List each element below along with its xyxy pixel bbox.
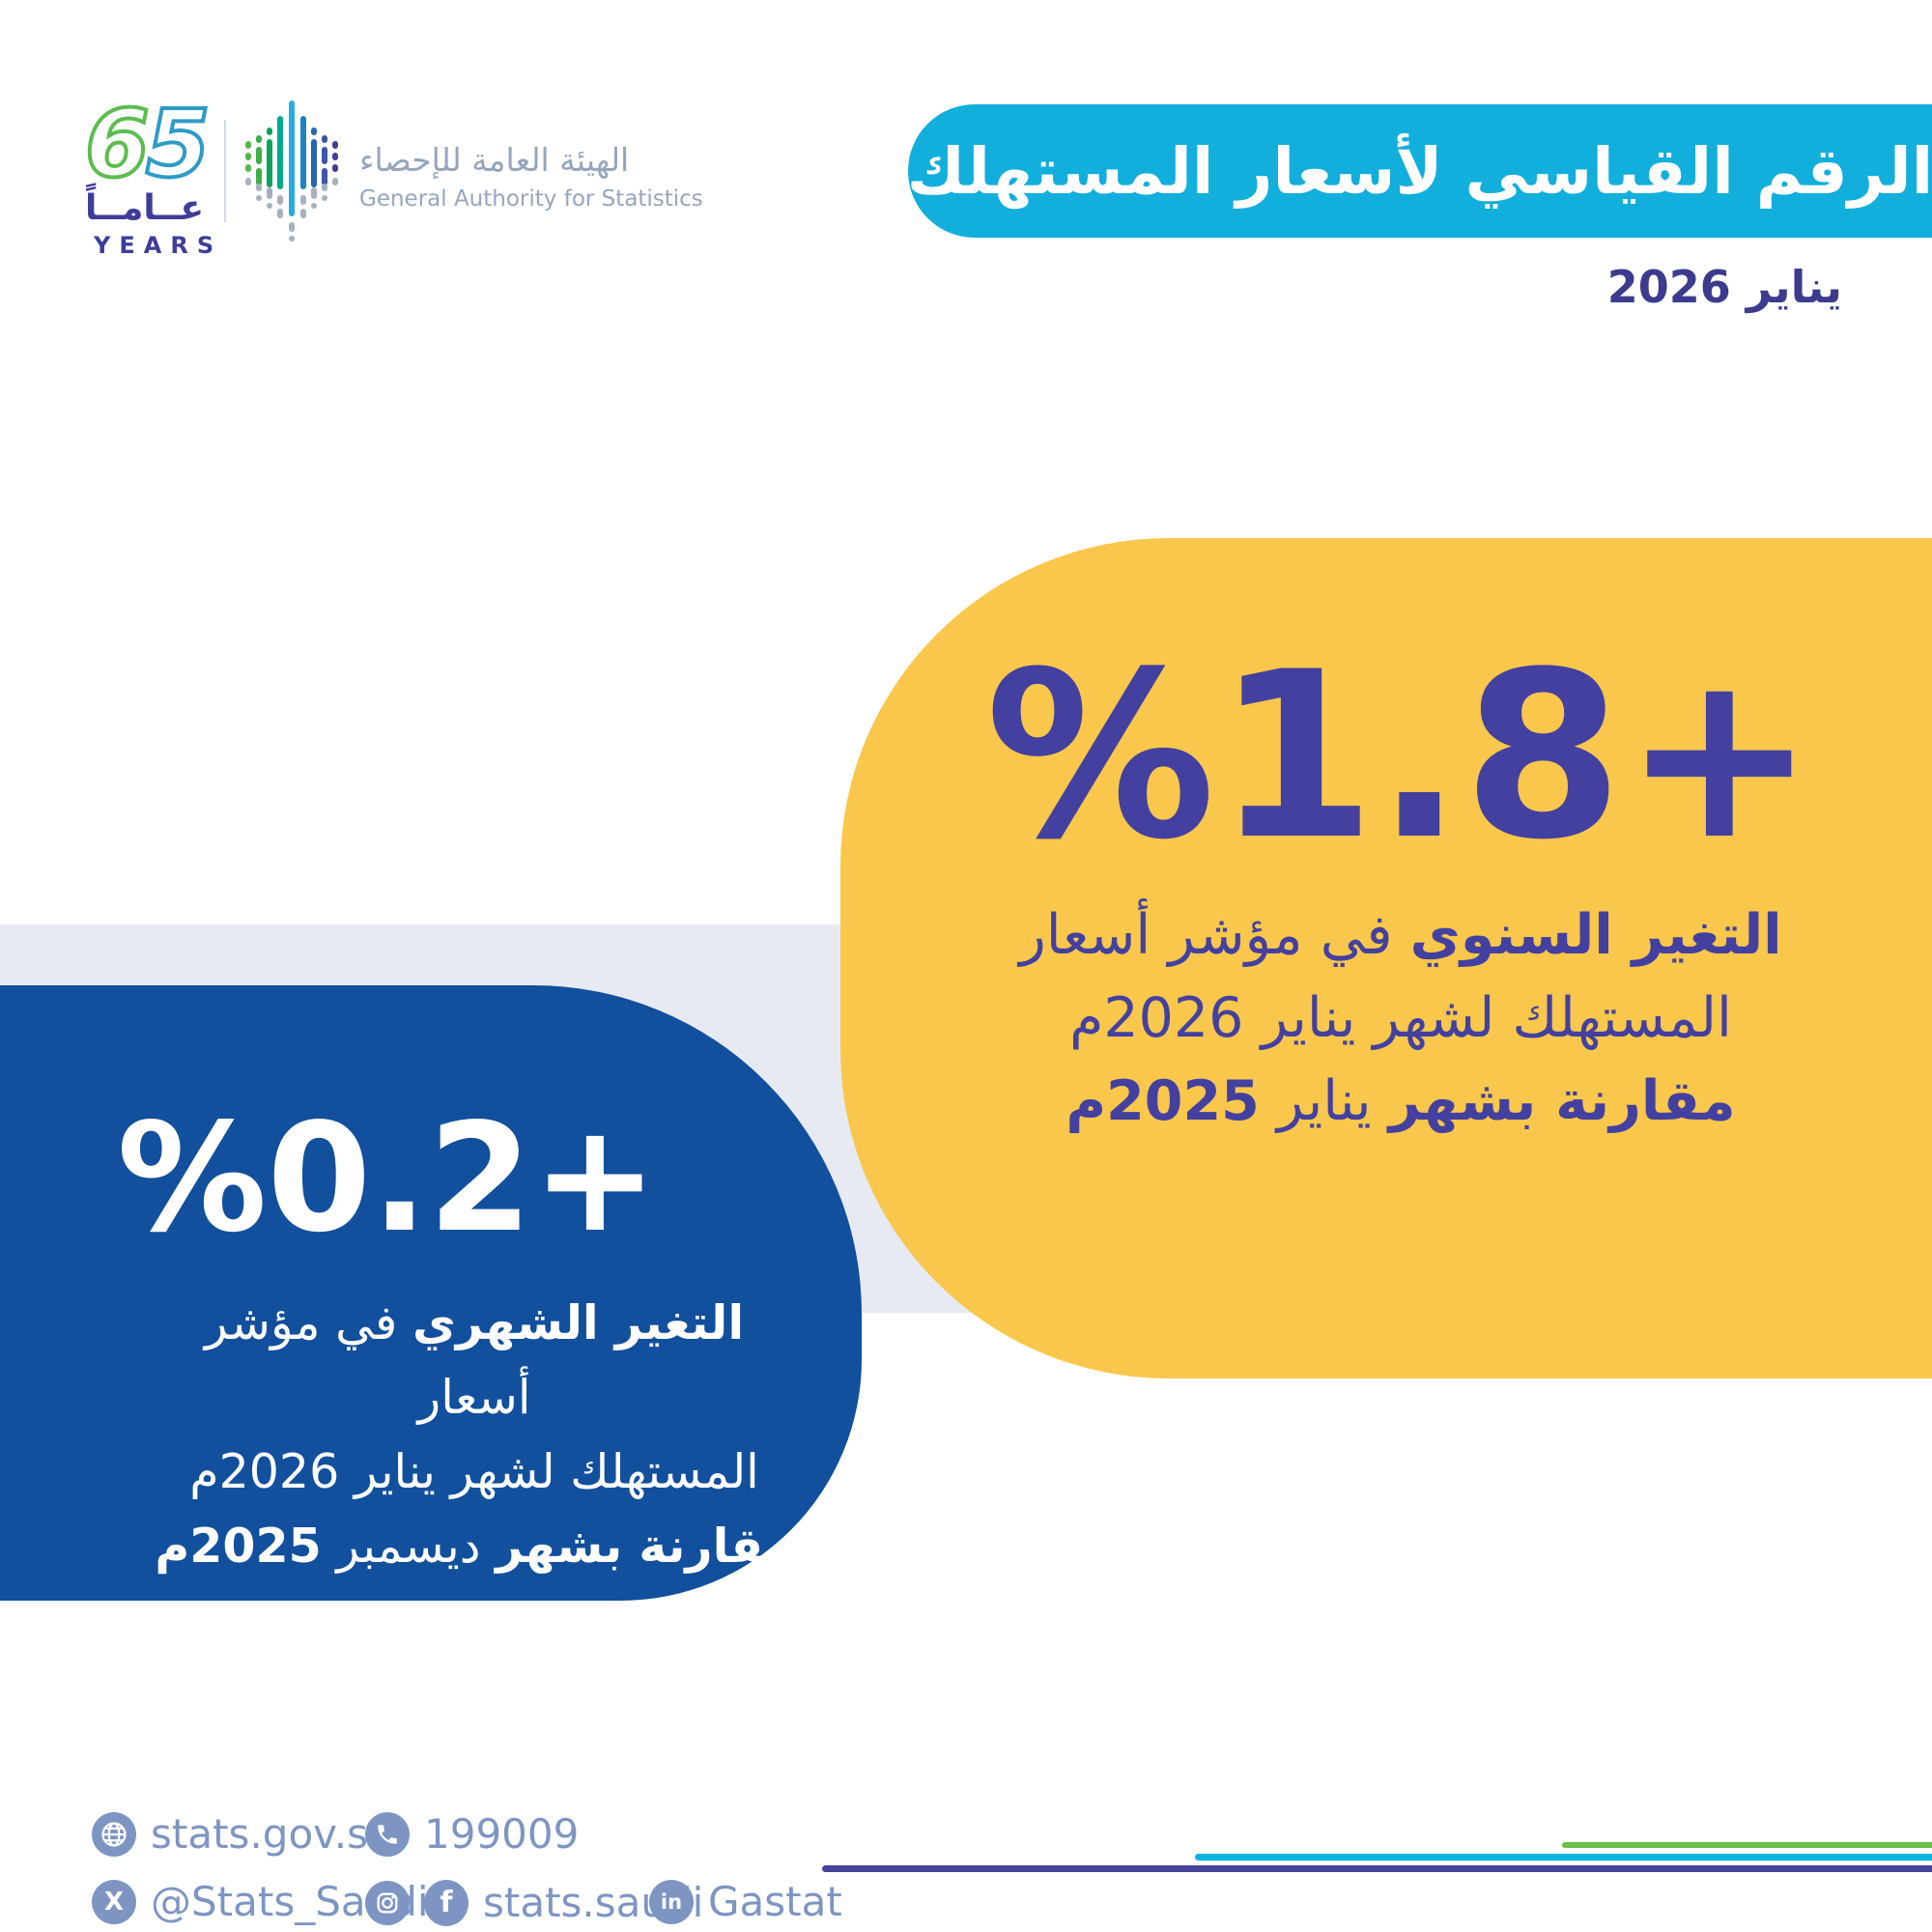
decorative-line-green: [1562, 1842, 1932, 1848]
monthly-change-card: %0.2+ التغير الشهري في مؤشر أسعار المسته…: [0, 985, 862, 1601]
phone-label: 199009: [424, 1810, 580, 1858]
facebook-icon: f: [424, 1880, 469, 1926]
annual-change-value: %1.8+: [985, 623, 1816, 891]
monthly-change-description: التغير الشهري في مؤشر أسعار المستهلك لشه…: [0, 1286, 862, 1583]
anniversary-65-logo: 65 عــامــاً YEARS: [83, 90, 223, 260]
linkedin-link[interactable]: in Gastat: [649, 1880, 842, 1924]
website-label: stats.gov.sa: [151, 1810, 393, 1858]
monthly-change-value: %0.2+: [117, 1091, 658, 1265]
report-date: يناير 2026: [1606, 261, 1842, 313]
anniversary-number: 65: [83, 90, 213, 198]
monthly-desc-line2: المستهلك لشهر يناير 2026م: [189, 1444, 759, 1499]
globe-icon: [92, 1812, 136, 1857]
annual-change-card: %1.8+ التغير السنوي في مؤشر أسعار المسته…: [840, 538, 1932, 1378]
instagram-icon: [365, 1881, 410, 1925]
website-link[interactable]: stats.gov.sa: [92, 1812, 393, 1857]
monthly-desc-line3: مقارنة بشهر ديسمبر 2025م: [155, 1519, 794, 1574]
org-name-english: General Authority for Statistics: [359, 186, 703, 212]
annual-desc-line2: المستهلك لشهر يناير 2026م: [1069, 986, 1732, 1050]
title-banner: الرقم القياسي لأسعار المستهلك: [907, 104, 1932, 238]
phone-icon: [365, 1812, 410, 1857]
decorative-line-cyan: [1195, 1854, 1932, 1861]
gastat-starburst-icon: [243, 81, 340, 249]
linkedin-icon: in: [649, 1880, 694, 1924]
anniversary-arabic-label: عــامــاً: [85, 188, 205, 229]
page-title: الرقم القياسي لأسعار المستهلك: [906, 133, 1932, 209]
x-icon: X: [92, 1880, 136, 1924]
anniversary-english-label: YEARS: [94, 232, 223, 260]
annual-desc-line1: التغير السنوي في مؤشر أسعار: [1019, 903, 1782, 967]
org-name-arabic: الهيئة العامة للإحصاء: [359, 141, 630, 179]
annual-desc-line3: مقارنة بشهر يناير 2025م: [1065, 1069, 1736, 1133]
org-names: الهيئة العامة للإحصاء General Authority …: [359, 141, 703, 212]
decorative-line-purple: [822, 1865, 1932, 1872]
annual-change-description: التغير السنوي في مؤشر أسعار المستهلك لشه…: [840, 894, 1932, 1143]
logo-divider: [224, 120, 226, 222]
phone-link[interactable]: 199009: [365, 1812, 579, 1857]
linkedin-handle-label: Gastat: [708, 1878, 842, 1925]
monthly-desc-line1: التغير الشهري في مؤشر أسعار: [204, 1295, 745, 1425]
